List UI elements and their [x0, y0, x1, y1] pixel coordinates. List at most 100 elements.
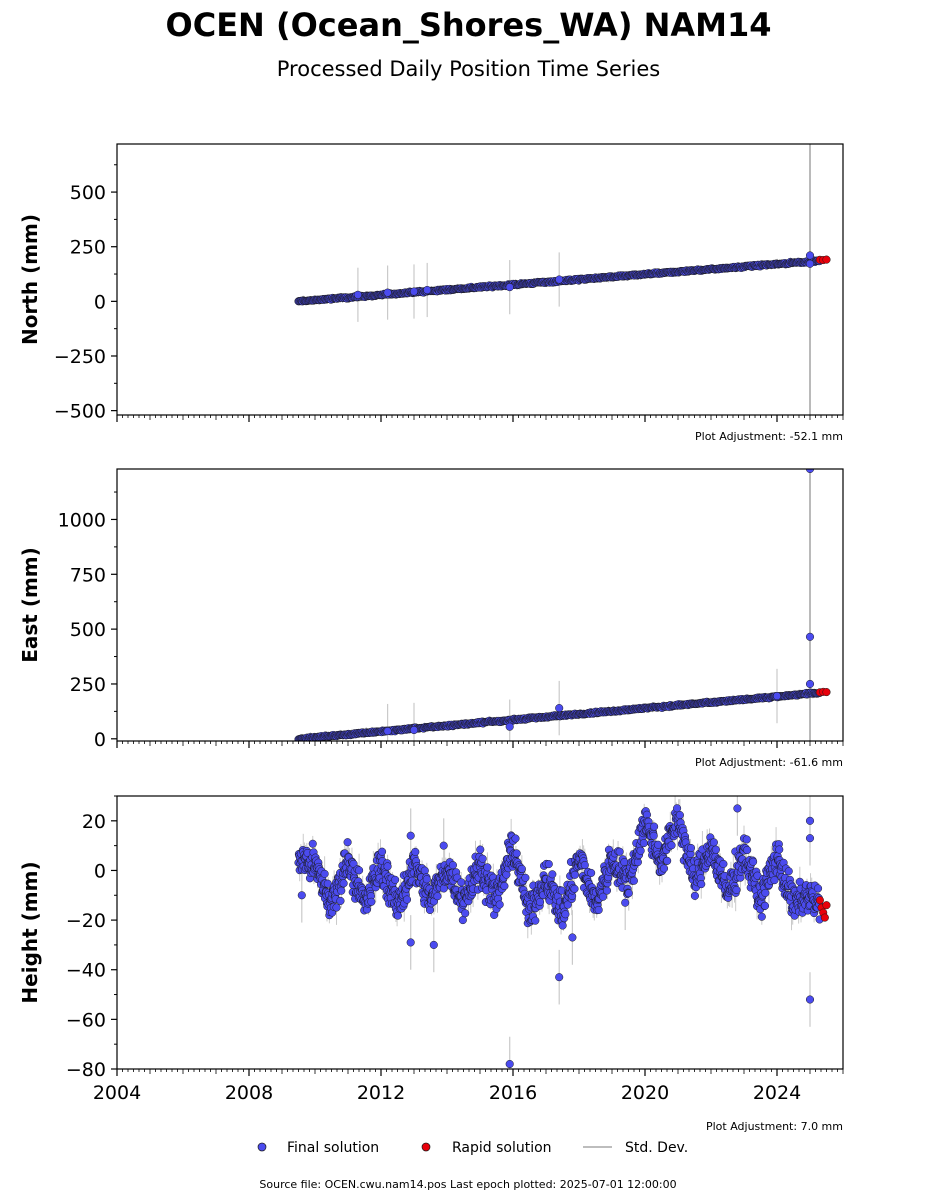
final-point-outlier	[423, 285, 432, 295]
final-point-outlier	[409, 725, 419, 735]
final-point	[580, 861, 589, 870]
final-points	[294, 469, 824, 741]
final-point	[761, 888, 770, 897]
final-point	[673, 804, 682, 813]
final-point	[383, 862, 392, 871]
final-point	[478, 854, 487, 863]
final-point	[420, 866, 429, 875]
final-point-outlier	[406, 831, 415, 840]
final-point	[667, 841, 676, 850]
rapid-points	[815, 687, 831, 697]
legend-final-label: Final solution	[287, 1140, 379, 1156]
rapid-points	[815, 896, 831, 922]
y-tick-label: 500	[70, 182, 106, 204]
final-point	[711, 845, 720, 854]
final-point	[620, 858, 629, 867]
y-tick-label: 750	[70, 564, 106, 586]
final-point	[749, 857, 758, 866]
final-point	[355, 866, 364, 875]
final-point	[458, 916, 467, 925]
final-point	[757, 912, 766, 921]
y-tick-label: 500	[70, 619, 106, 641]
final-point	[544, 860, 553, 869]
final-point	[517, 864, 526, 873]
final-point-outlier	[429, 940, 438, 949]
final-point	[615, 847, 624, 856]
final-point	[686, 843, 695, 853]
y-tick-label: −500	[54, 401, 106, 423]
plot-adjustment: Plot Adjustment: 7.0 mm	[706, 1120, 843, 1133]
x-tick-label: 2016	[489, 1082, 537, 1104]
final-point	[391, 875, 400, 884]
y-tick-label: 250	[70, 674, 106, 696]
final-point	[784, 867, 793, 876]
x-tick-label: 2024	[753, 1082, 801, 1104]
y-tick-label: −80	[66, 1059, 106, 1081]
final-point	[563, 900, 572, 909]
final-point	[697, 880, 706, 889]
final-point-outlier	[805, 816, 815, 825]
final-point	[461, 909, 470, 918]
y-axis-label: North (mm)	[18, 214, 42, 345]
y-tick-label: 250	[70, 237, 106, 259]
final-point	[814, 884, 823, 893]
rapid-points	[815, 255, 831, 265]
final-point	[558, 921, 567, 930]
final-point	[433, 892, 442, 901]
final-point-outlier	[383, 727, 392, 736]
panel-2: 0 250 500 750 1000 East (mm) Plot Adjustment: …	[18, 468, 844, 769]
final-point	[367, 897, 376, 906]
final-point-outlier	[406, 938, 415, 947]
final-point-outlier	[805, 259, 815, 268]
final-points	[294, 804, 824, 1069]
final-point	[675, 810, 684, 820]
final-point	[448, 861, 457, 870]
final-point	[332, 903, 341, 912]
x-tick-label: 2012	[357, 1082, 405, 1104]
y-tick-label: 20	[82, 811, 106, 833]
final-point	[602, 886, 612, 895]
y-tick-label: −60	[66, 1009, 106, 1031]
final-point	[690, 891, 699, 900]
final-point	[439, 884, 448, 893]
legend: Final solution Rapid solution Std. Dev.	[257, 1140, 688, 1156]
final-point	[425, 905, 435, 914]
final-point	[500, 882, 509, 891]
final-point-outlier	[555, 973, 564, 982]
final-point	[732, 885, 741, 894]
final-point-outlier	[805, 251, 815, 260]
final-point	[548, 870, 557, 879]
final-point	[561, 910, 570, 919]
legend-stddev-label: Std. Dev.	[625, 1140, 688, 1156]
rapid-point	[820, 913, 829, 922]
final-point-outlier	[383, 288, 392, 297]
final-point	[624, 889, 633, 898]
final-point	[719, 859, 728, 869]
final-point	[393, 911, 402, 920]
rapid-point	[815, 896, 824, 905]
final-point	[422, 875, 431, 884]
final-point-outlier	[805, 834, 815, 843]
final-point-outlier	[621, 898, 630, 907]
final-point	[570, 884, 579, 893]
panels-group: −500 −250 0 250 500 North (mm) Plot Adjustment…	[18, 143, 844, 1133]
final-point	[570, 870, 579, 879]
final-point	[531, 916, 540, 925]
final-point	[594, 905, 603, 915]
y-axis-label: Height (mm)	[18, 861, 42, 1003]
x-tick-label: 2004	[93, 1082, 141, 1104]
final-point	[483, 863, 492, 872]
rapid-point	[822, 255, 831, 264]
y-axis-label: East (mm)	[18, 547, 42, 663]
final-point-outlier	[805, 632, 815, 641]
final-point	[598, 892, 608, 901]
final-point	[743, 845, 752, 855]
final-point-outlier	[353, 290, 362, 299]
final-point-outlier	[297, 891, 306, 900]
final-point-outlier	[805, 679, 815, 689]
final-point	[320, 869, 329, 878]
chart-subtitle: Processed Daily Position Time Series	[276, 57, 661, 81]
rapid-point	[822, 688, 831, 697]
final-point	[650, 822, 659, 831]
y-tick-label: −20	[66, 910, 106, 932]
